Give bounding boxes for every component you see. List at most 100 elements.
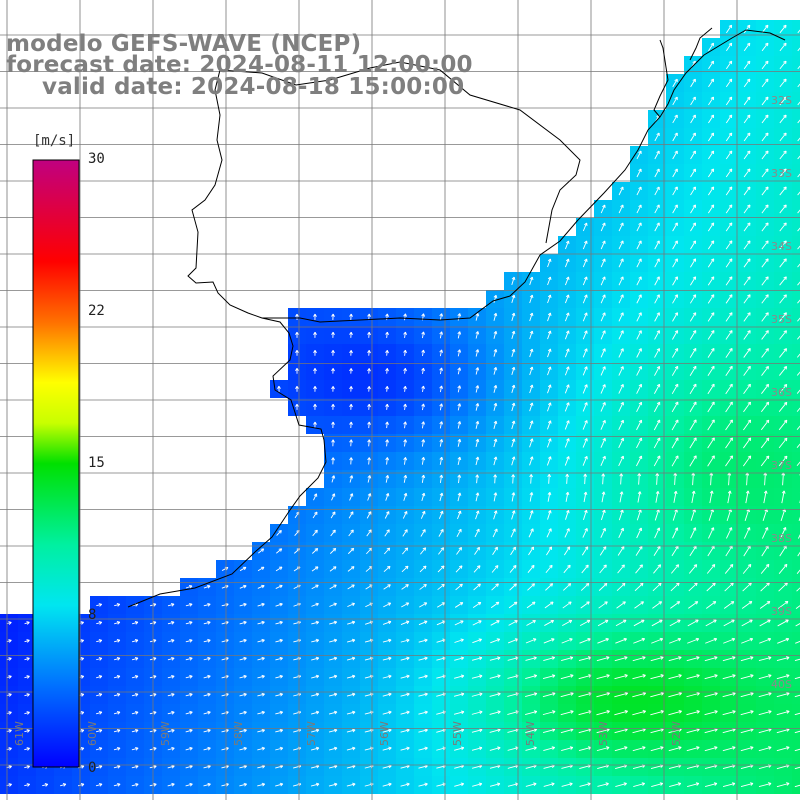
wind-arrow-shaft [582,330,588,340]
wind-arrow-shaft [761,258,769,268]
wind-arrow-head [638,222,642,225]
wind-arrow-head [8,675,12,677]
wind-arrow-head [98,782,103,785]
wind-arrow-shaft [529,384,533,394]
wind-arrow-head [116,710,121,713]
wind-arrow-head [764,24,769,27]
lon-label-54w: 54W [524,721,537,746]
wind-arrow-head [710,312,715,315]
wind-arrow-shaft [346,657,356,661]
wind-arrow-shaft [654,276,660,286]
wind-arrow-shaft [400,711,410,715]
wind-arrow-head [620,240,624,243]
wind-arrow-head [171,692,175,695]
wind-arrow-head [692,294,696,297]
wind-arrow-shaft [690,150,696,160]
wind-arrow-head [786,746,790,748]
wind-arrow-shaft [581,546,589,556]
wind-arrow-head [533,782,537,785]
wind-arrow-shaft [686,710,700,716]
wind-arrow-shaft [457,331,461,339]
wind-arrow-head [457,385,461,389]
wind-arrow-head [386,511,390,514]
wind-arrow-shaft [382,621,392,625]
wind-arrow-head [261,638,265,641]
wind-arrow-shaft [796,407,800,412]
wind-arrow-shaft [293,657,301,661]
wind-arrow-shaft [796,443,800,449]
wind-arrow-head [26,783,30,785]
wind-arrow-shaft [456,547,462,555]
speed-cell [792,506,800,524]
wind-arrow-head [388,638,392,641]
wind-arrow-head [279,746,283,749]
wind-arrow-shaft [742,564,752,574]
wind-arrow-shaft [221,585,229,589]
wind-arrow-head [460,692,465,695]
wind-arrow-shaft [597,765,609,769]
wind-arrow-shaft [761,204,769,214]
wind-arrow-shaft [725,348,733,358]
wind-arrow-shaft [293,747,301,751]
wind-arrow-shaft [652,601,662,609]
wind-arrow-shaft [722,692,736,698]
wind-arrow-shaft [221,747,229,751]
wind-arrow-shaft [420,511,426,519]
wind-arrow-shaft [779,204,787,214]
wind-arrow-shaft [707,401,715,413]
speed-cell [792,74,800,92]
wind-arrow-head [493,367,497,370]
wind-arrow-shaft [654,150,660,160]
wind-arrow-head [349,386,352,390]
wind-arrow-head [585,583,589,585]
wind-arrow-head [153,728,157,731]
wind-arrow-shaft [725,419,733,431]
wind-arrow-head [711,419,715,422]
wind-arrow-shaft [776,728,790,734]
wind-arrow-shaft [529,294,533,304]
wind-arrow-shaft [439,331,443,339]
wind-arrow-shaft [436,765,446,769]
wind-arrow-shaft [457,313,461,321]
wind-arrow-shaft [311,639,319,643]
wind-arrow-head [642,746,646,748]
wind-arrow-head [117,764,121,767]
wind-arrow-shaft [743,294,751,304]
wind-arrow-shaft [453,729,465,733]
wind-arrow-head [621,564,625,567]
wind-arrow-shaft [797,335,800,340]
wind-arrow-head [620,330,624,333]
wind-arrow-head [710,168,714,171]
wind-arrow-head [786,656,790,658]
speed-cell [792,722,800,740]
wind-arrow-head [513,583,517,585]
wind-arrow-shaft [725,78,733,88]
wind-arrow-head [351,656,356,659]
wind-arrow-shaft [725,276,733,286]
wind-arrow-shaft [725,114,733,124]
wind-arrow-head [350,511,354,514]
wind-arrow-shaft [221,621,229,625]
wind-arrow-head [764,42,769,45]
wind-arrow-shaft [402,529,408,537]
wind-arrow-shaft [743,60,751,70]
wind-arrow-head [189,656,193,659]
wind-arrow-shaft [672,186,678,196]
wind-arrow-shaft [597,638,609,644]
wind-arrow-shaft [525,657,537,661]
wind-arrow-head [479,674,483,677]
wind-arrow-head [386,547,390,550]
wind-arrow-shaft [668,746,682,752]
wind-arrow-head [657,564,661,567]
wind-arrow-head [511,438,515,442]
wind-arrow-shaft [704,782,718,788]
wind-arrow-shaft [384,529,390,537]
wind-arrow-shaft [257,747,265,751]
wind-arrow-shaft [672,509,678,521]
wind-arrow-shaft [797,65,800,70]
wind-arrow-head [279,692,283,695]
wind-arrow-shaft [475,367,479,375]
wind-arrow-head [691,490,695,494]
wind-arrow-shaft [599,546,607,556]
wind-arrow-shaft [743,222,751,232]
